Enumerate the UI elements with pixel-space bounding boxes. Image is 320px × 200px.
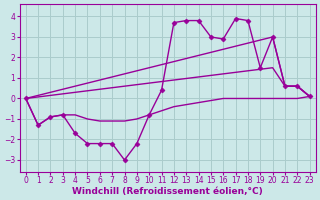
X-axis label: Windchill (Refroidissement éolien,°C): Windchill (Refroidissement éolien,°C): [72, 187, 263, 196]
